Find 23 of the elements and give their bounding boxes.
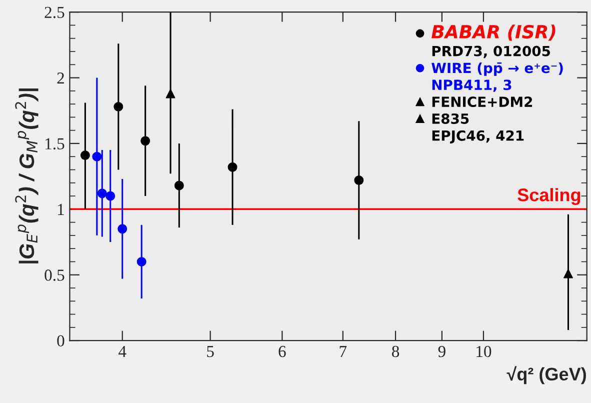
x-tick-label: 4 [118, 346, 126, 357]
x-tick-label: 9 [438, 346, 446, 358]
y-tick-label: 0 [57, 335, 64, 346]
y-tick-label: 2 [57, 72, 64, 84]
annotation: PRD73, 012005 [432, 46, 550, 58]
x-tick-label: 6 [278, 346, 286, 358]
x-tick-label: 5 [207, 346, 214, 358]
x-tick-label: 10 [476, 346, 492, 358]
ref-line-label: Scaling [518, 188, 580, 205]
y-tick-label: 1.5 [46, 138, 64, 150]
y-tick-label: 2.5 [44, 6, 64, 18]
x-tick-label: 8 [392, 346, 400, 358]
text: |G$_{E}$$^{p}$(q$^{2}$) / G$_{M}$$^{p}$(q$^{2}$)| [15, 88, 38, 264]
y-tick-label: 0.5 [44, 270, 64, 281]
x-tick-label: 7 [340, 346, 347, 357]
legend-label: WIRE (pp̄ → e⁺e⁻) [432, 62, 563, 76]
annotation: EPJC46, 421 [432, 130, 524, 144]
x-axis-title: √q² (GeV) [506, 366, 586, 384]
legend-label: E835 [432, 113, 469, 124]
y-tick-label: 1 [58, 204, 64, 215]
legend-label: FENICE+DM2 [432, 96, 532, 108]
legend-label: BABAR (ISR) [432, 24, 556, 41]
annotation: NPB411, 3 [432, 80, 512, 92]
